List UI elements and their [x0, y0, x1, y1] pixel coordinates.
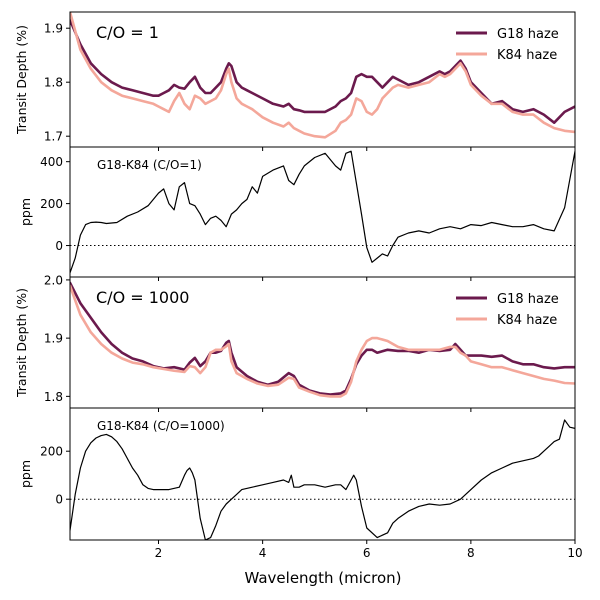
bottom-difference-xtick-label: 2 — [155, 546, 163, 560]
bottom-ytick-label: 1.9 — [44, 332, 63, 346]
bottom-series-0-line — [70, 281, 575, 396]
top-legend-label-1: K84 haze — [497, 48, 557, 63]
top-difference-ytick-label: 0 — [55, 239, 63, 253]
bottom-difference-xtick-label: 8 — [467, 546, 475, 560]
bottom-difference-annotation: G18-K84 (C/O=1000) — [97, 419, 225, 433]
top-series-1-line — [70, 12, 575, 139]
top-difference-annotation: G18-K84 (C/O=1) — [97, 158, 202, 172]
bottom-ytick-label: 2.0 — [44, 273, 63, 287]
bottom-ylabel: Transit Depth (%) — [14, 288, 29, 398]
top-difference-ylabel: ppm — [18, 198, 33, 226]
top-series-0-line — [70, 18, 575, 124]
text-labels: 1.7 1.8 1.9 Transit Depth (%) C/O = 1 G18 haz… — [14, 22, 583, 560]
bottom-difference-xtick-label: 6 — [363, 546, 371, 560]
bottom-difference-ytick-label: 200 — [40, 445, 63, 459]
top-legend-label-0: G18 haze — [497, 27, 559, 42]
top-ytick-label: 1.9 — [44, 22, 63, 36]
bottom-ytick-label: 1.8 — [44, 390, 63, 404]
bottom-difference-xtick-label: 4 — [259, 546, 267, 560]
top-difference-ytick-label: 400 — [40, 155, 63, 169]
bottom-difference-frame — [69, 407, 576, 541]
top-ytick-label: 1.8 — [44, 76, 63, 90]
bottom-series-1-line — [70, 284, 575, 398]
bottom-difference-ylabel: ppm — [18, 460, 33, 488]
axis-ticks — [66, 27, 576, 544]
panel-frames — [69, 11, 576, 541]
bottom-annotation: C/O = 1000 — [96, 288, 189, 307]
bottom-difference-series-0-line — [70, 419, 575, 540]
top-ylabel: Transit Depth (%) — [14, 25, 29, 135]
x-axis-label: Wavelength (micron) — [244, 569, 401, 587]
top-ytick-label: 1.7 — [44, 130, 63, 144]
top-difference-ytick-label: 200 — [40, 197, 63, 211]
bottom-legend-label-1: K84 haze — [497, 313, 557, 328]
top-annotation: C/O = 1 — [96, 23, 159, 42]
bottom-difference-ytick-label: 0 — [55, 493, 63, 507]
bottom-legend-label-0: G18 haze — [497, 292, 559, 307]
top-difference-series-0-line — [70, 150, 575, 274]
data-lines — [70, 12, 575, 540]
bottom-difference-xtick-label: 10 — [567, 546, 582, 560]
